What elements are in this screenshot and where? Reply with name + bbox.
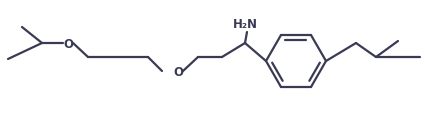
Text: H₂N: H₂N: [232, 18, 258, 31]
Text: O: O: [63, 37, 73, 50]
Text: O: O: [173, 65, 183, 78]
